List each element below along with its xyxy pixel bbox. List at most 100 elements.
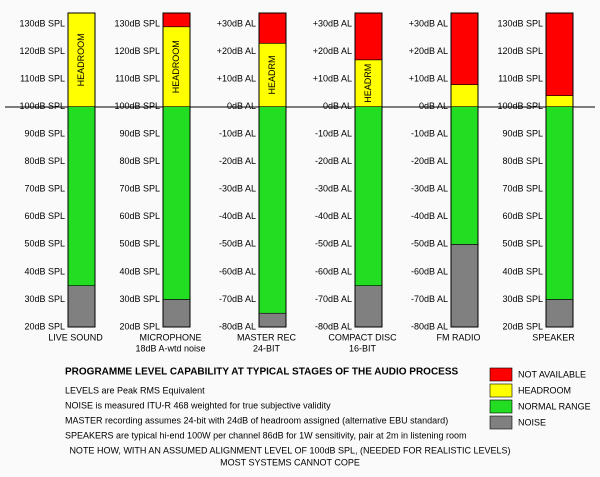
footer-note: MOST SYSTEMS CANNOT COPE — [220, 457, 360, 467]
column-label: FM RADIO — [437, 332, 481, 342]
y-tick-label: 130dB SPL — [19, 18, 65, 28]
legend-swatch — [489, 415, 513, 430]
level-segment — [67, 285, 96, 328]
y-tick-label: -40dB AL — [219, 211, 256, 221]
level-segment — [258, 42, 287, 107]
y-tick-label: -20dB AL — [315, 156, 352, 166]
column-label: MASTER REC — [237, 332, 297, 342]
column-label: MICROPHONE — [139, 332, 201, 342]
y-tick-label: 50dB SPL — [502, 239, 543, 249]
y-tick-label: 50dB SPL — [24, 239, 65, 249]
column-label: SPEAKER — [532, 332, 575, 342]
y-tick-label: 100dB SPL — [19, 101, 65, 111]
level-segment — [545, 299, 574, 328]
y-tick-label: -10dB AL — [411, 129, 448, 139]
column-outline — [545, 12, 574, 328]
headroom-text: HEADROOM — [76, 33, 86, 86]
y-tick-label: +10dB AL — [313, 73, 352, 83]
y-tick-label: 60dB SPL — [502, 211, 543, 221]
y-tick-label: 120dB SPL — [19, 46, 65, 56]
y-tick-label: 30dB SPL — [119, 294, 160, 304]
level-segment — [545, 95, 574, 107]
y-tick-label: -80dB AL — [315, 321, 352, 331]
y-tick-label: -10dB AL — [219, 129, 256, 139]
note: NOISE is measured ITU-R 468 weighted for… — [65, 400, 331, 410]
y-tick-label: 0dB AL — [419, 101, 448, 111]
title: PROGRAMME LEVEL CAPABILITY AT TYPICAL ST… — [65, 367, 459, 378]
y-tick-label: -60dB AL — [219, 266, 256, 276]
y-tick-label: -70dB AL — [315, 294, 352, 304]
legend-swatch — [489, 367, 513, 382]
y-tick-label: 30dB SPL — [24, 294, 65, 304]
y-tick-label: +10dB AL — [217, 73, 256, 83]
y-tick-label: -30dB AL — [315, 184, 352, 194]
y-tick-label: -40dB AL — [411, 211, 448, 221]
level-segment — [258, 12, 287, 44]
y-tick-label: 110dB SPL — [20, 73, 65, 83]
y-tick-label: 90dB SPL — [24, 129, 65, 139]
y-tick-label: 80dB SPL — [502, 156, 543, 166]
legend-label: HEADROOM — [518, 385, 571, 395]
y-tick-label: -50dB AL — [219, 239, 256, 249]
y-tick-label: +30dB AL — [313, 18, 352, 28]
y-tick-label: +30dB AL — [217, 18, 256, 28]
y-tick-label: 90dB SPL — [119, 129, 160, 139]
level-segment — [354, 12, 383, 61]
y-tick-label: 50dB SPL — [119, 239, 160, 249]
y-tick-label: +20dB AL — [217, 46, 256, 56]
column-outline — [162, 12, 191, 328]
column-sublabel: 18dB A-wtd noise — [135, 343, 205, 353]
level-segment — [450, 12, 479, 85]
y-tick-label: -20dB AL — [219, 156, 256, 166]
level-segment — [450, 106, 479, 245]
y-tick-label: 0dB AL — [323, 101, 352, 111]
footer-note: NOTE HOW, WITH AN ASSUMED ALIGNMENT LEVE… — [69, 445, 510, 455]
legend-swatch — [489, 399, 513, 414]
level-segment — [450, 244, 479, 328]
y-tick-label: 130dB SPL — [114, 18, 160, 28]
level-segment — [162, 12, 191, 28]
y-tick-label: +30dB AL — [409, 18, 448, 28]
legend-label: NORMAL RANGE — [518, 401, 591, 411]
legend-label: NOT AVAILABLE — [518, 369, 586, 379]
level-segment — [545, 12, 574, 96]
legend-label: NOISE — [518, 417, 546, 427]
y-tick-label: 90dB SPL — [502, 129, 543, 139]
y-tick-label: +10dB AL — [409, 73, 448, 83]
y-tick-label: -80dB AL — [219, 321, 256, 331]
y-tick-label: 20dB SPL — [24, 321, 65, 331]
y-tick-label: -30dB AL — [411, 184, 448, 194]
note: SPEAKERS are typical hi-end 100W per cha… — [65, 430, 467, 440]
headroom-text: HEADRM — [267, 55, 277, 94]
y-tick-label: 130dB SPL — [497, 18, 543, 28]
y-tick-label: 40dB SPL — [502, 266, 543, 276]
y-tick-label: +20dB AL — [409, 46, 448, 56]
y-tick-label: -80dB AL — [411, 321, 448, 331]
y-tick-label: -70dB AL — [219, 294, 256, 304]
y-tick-label: 20dB SPL — [119, 321, 160, 331]
y-tick-label: -40dB AL — [315, 211, 352, 221]
y-tick-label: 40dB SPL — [24, 266, 65, 276]
y-tick-label: 110dB SPL — [498, 73, 543, 83]
y-tick-label: 80dB SPL — [119, 156, 160, 166]
level-segment — [67, 106, 96, 286]
level-segment — [354, 285, 383, 328]
note: MASTER recording assumes 24-bit with 24d… — [65, 415, 448, 425]
y-tick-label: -30dB AL — [219, 184, 256, 194]
y-tick-label: -10dB AL — [315, 129, 352, 139]
y-tick-label: 120dB SPL — [497, 46, 543, 56]
y-tick-label: -60dB AL — [411, 266, 448, 276]
level-segment — [258, 312, 287, 328]
level-segment — [67, 12, 96, 107]
y-tick-label: 110dB SPL — [115, 73, 160, 83]
y-tick-label: 80dB SPL — [24, 156, 65, 166]
level-segment — [450, 84, 479, 107]
y-tick-label: 100dB SPL — [497, 101, 543, 111]
column-outline — [354, 12, 383, 328]
column-sublabel: 16-BIT — [349, 343, 377, 353]
column-label: LIVE SOUND — [48, 332, 103, 342]
y-tick-label: 100dB SPL — [114, 101, 160, 111]
